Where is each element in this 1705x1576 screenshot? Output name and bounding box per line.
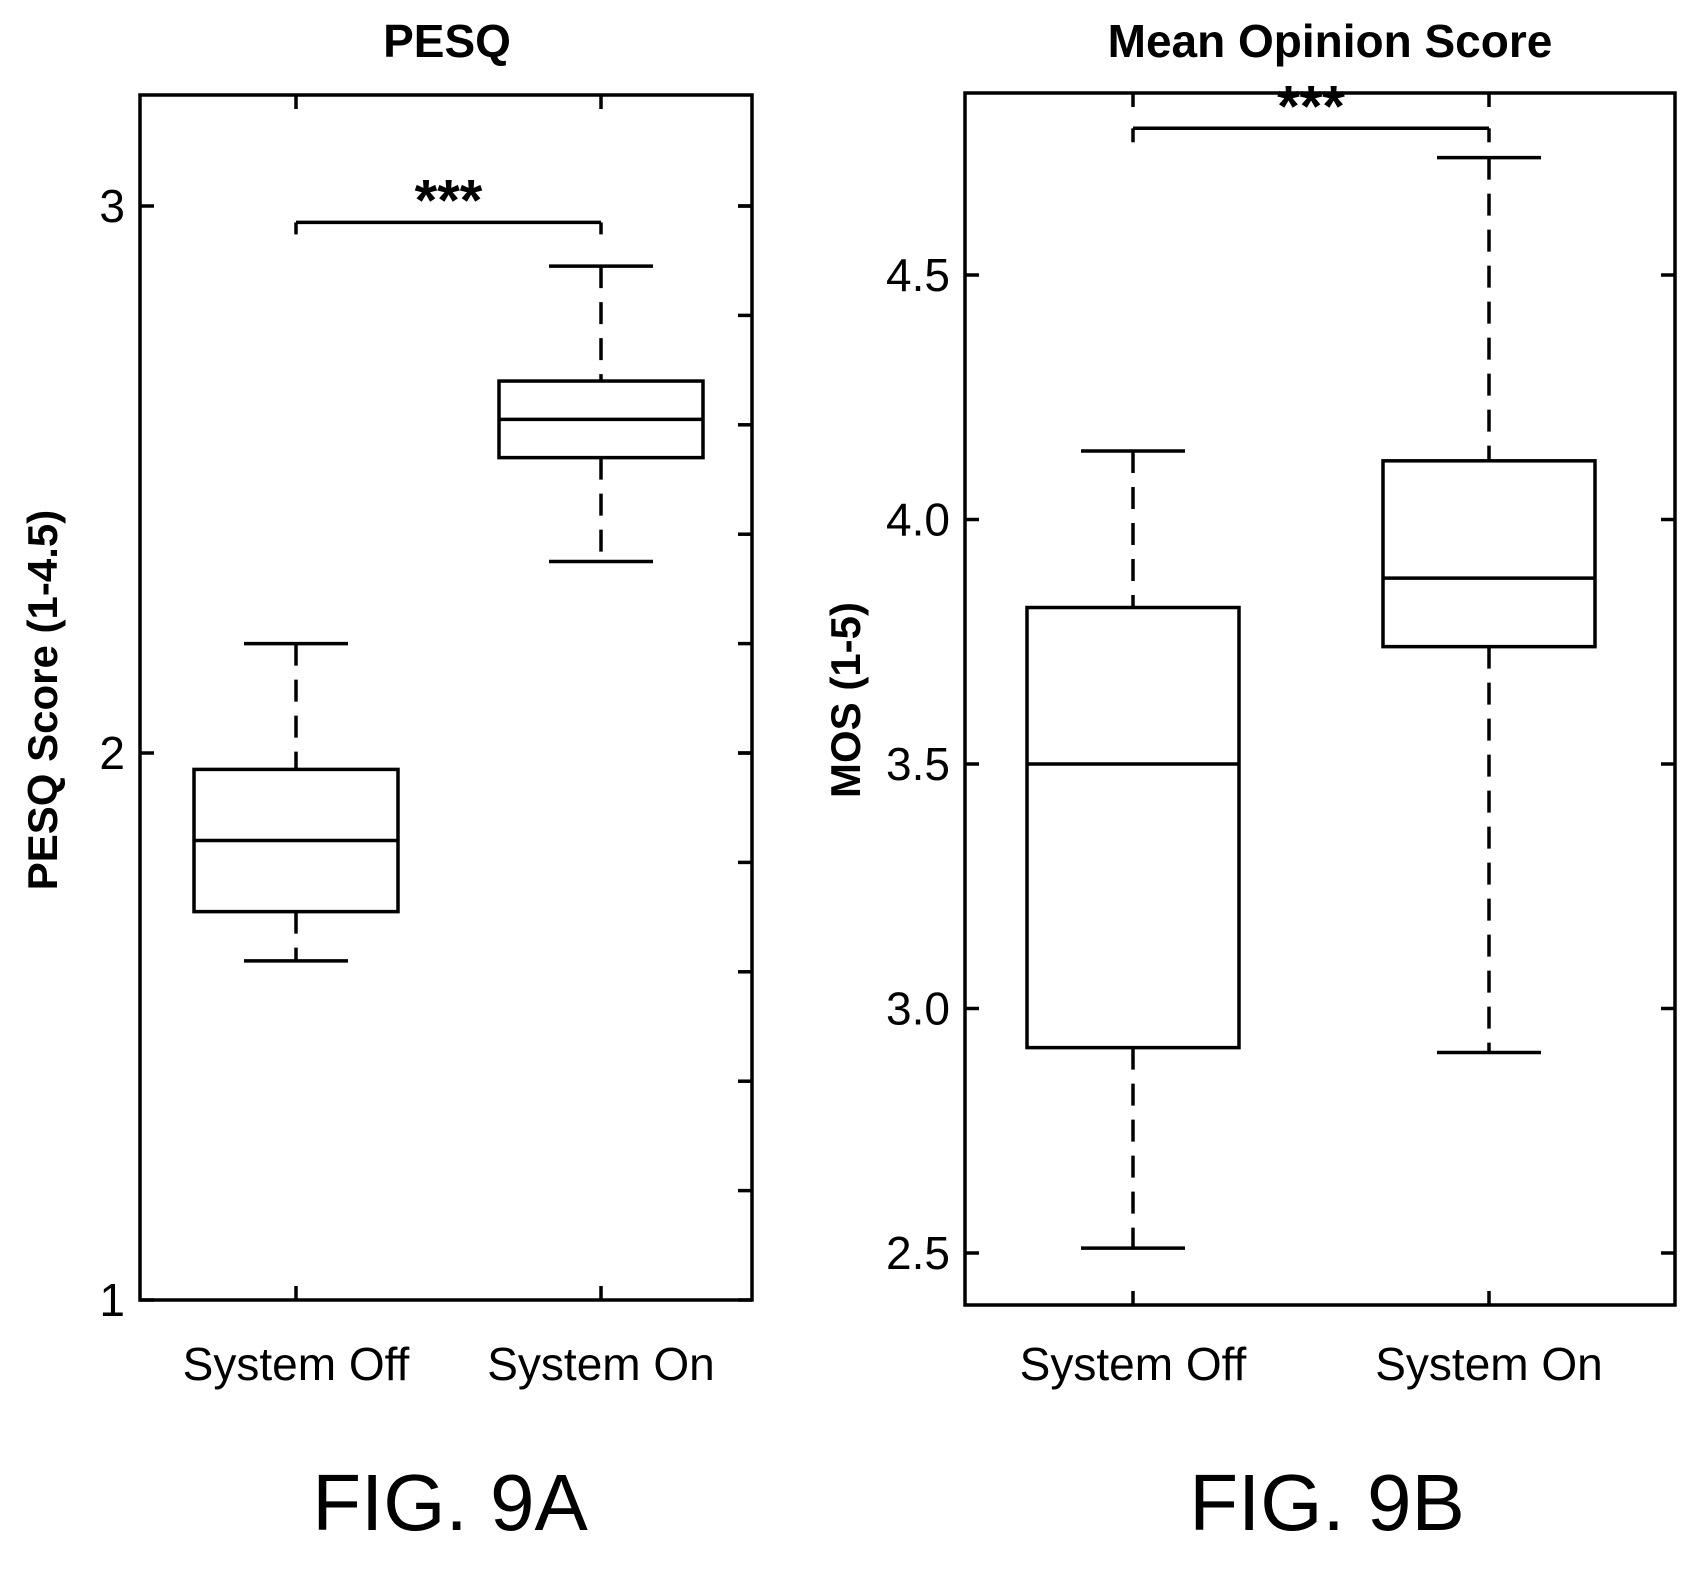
x-tick-label: System On	[487, 1338, 715, 1390]
x-tick-label: System On	[1375, 1338, 1603, 1390]
figure-caption: FIG. 9B	[1189, 1458, 1465, 1547]
y-tick-label: 4.5	[886, 249, 950, 301]
chart-title: PESQ	[383, 15, 511, 67]
figure-caption: FIG. 9A	[312, 1458, 588, 1547]
chart-mos: Mean Opinion Score MOS (1-5) 2.5 3.0 3.5 4.…	[822, 15, 1677, 1547]
x-tick-label: System Off	[1020, 1338, 1247, 1390]
y-tick-label: 2.5	[886, 1227, 950, 1279]
chart-title: Mean Opinion Score	[1108, 15, 1553, 67]
y-axis-label: MOS (1-5)	[822, 602, 869, 798]
marks-mos: 2.5 3.0 3.5 4.0 4.5 ***	[886, 74, 1675, 1305]
box	[1025, 605, 1241, 1050]
significance-label: ***	[415, 168, 483, 233]
plot-frame	[138, 93, 754, 1302]
y-axis-label: PESQ Score (1-4.5)	[19, 510, 66, 890]
y-tick-label: 3	[99, 180, 125, 232]
y-tick-label: 3.5	[886, 738, 950, 790]
chart-pesq: PESQ PESQ Score (1-4.5) 1 2 3 *** System Of…	[19, 15, 754, 1547]
box	[1381, 459, 1597, 649]
x-tick-label: System Off	[183, 1338, 410, 1390]
y-tick-label: 2	[99, 727, 125, 779]
significance-label: ***	[1277, 74, 1345, 139]
y-tick-label: 3.0	[886, 983, 950, 1035]
marks-pesq: 1 2 3 ***	[99, 95, 752, 1326]
plot-frame	[963, 91, 1677, 1307]
y-tick-label: 4.0	[886, 494, 950, 546]
y-tick-label: 1	[99, 1274, 125, 1326]
